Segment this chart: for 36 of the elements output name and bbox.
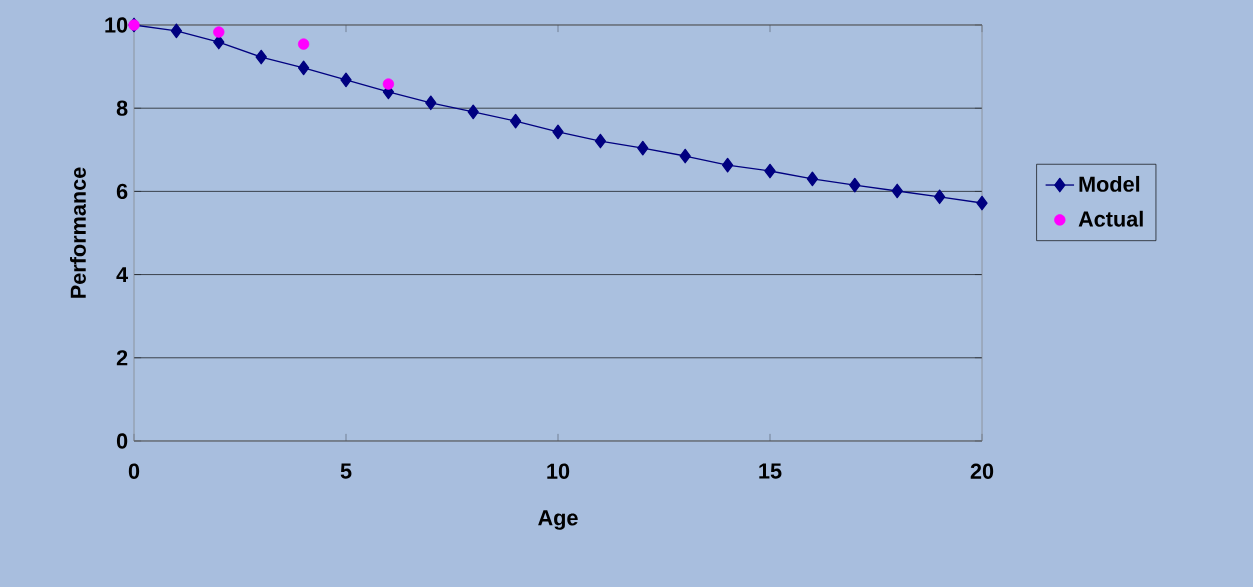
x-tick-label: 10 — [547, 463, 570, 479]
point — [552, 124, 564, 140]
y-tick-label: 2 — [116, 350, 128, 366]
point — [382, 78, 395, 90]
point — [806, 171, 819, 187]
point — [764, 163, 776, 179]
point — [637, 140, 649, 156]
x-tick-label: 0 — [128, 463, 140, 479]
point — [467, 104, 479, 120]
point — [679, 148, 691, 164]
point — [933, 189, 946, 205]
point — [976, 195, 988, 211]
legend-label: Model — [1079, 175, 1140, 192]
x-axis-title: Age — [538, 510, 578, 530]
x-tick-label: 20 — [970, 463, 994, 479]
point — [297, 38, 310, 50]
x-tick-label: 5 — [340, 463, 352, 479]
y-tick-label: 10 — [105, 17, 128, 33]
x-tick-label: 15 — [759, 463, 782, 479]
point — [297, 60, 310, 76]
point — [594, 133, 607, 149]
y-axis-title: Performance — [69, 167, 86, 298]
legend-label: Actual — [1078, 210, 1143, 227]
y-tick-label: 8 — [116, 100, 128, 116]
y-tick-label: 0 — [116, 433, 128, 449]
point — [849, 177, 861, 193]
point — [721, 157, 734, 173]
point — [255, 49, 267, 65]
point — [425, 95, 437, 111]
point — [509, 113, 522, 129]
y-tick-label: 6 — [116, 183, 128, 200]
y-tick-label: 4 — [116, 267, 129, 283]
point — [891, 183, 903, 199]
point — [213, 26, 225, 38]
point — [340, 72, 352, 88]
point — [170, 23, 183, 39]
